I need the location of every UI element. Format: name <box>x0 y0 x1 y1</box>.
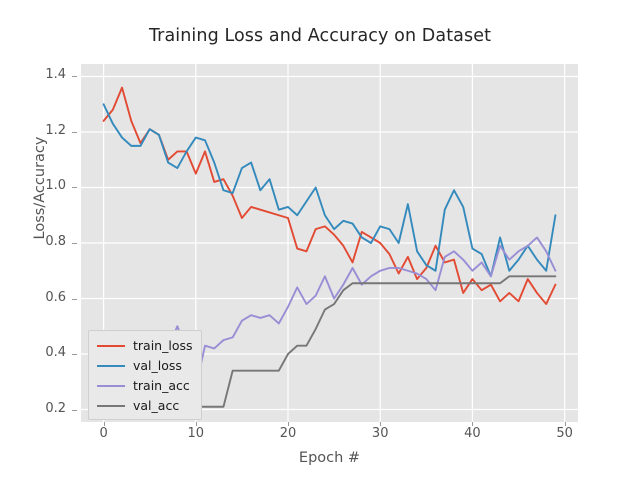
legend-label: val_acc <box>133 397 180 413</box>
series-val_loss <box>102 103 557 278</box>
legend-item: train_acc <box>95 376 195 396</box>
legend-label: val_loss <box>133 357 182 373</box>
y-tick-mark <box>72 187 77 189</box>
legend-item: train_loss <box>95 336 195 356</box>
legend-swatch-val-loss <box>97 365 125 367</box>
y-tick-label: 1.2 <box>45 122 66 138</box>
chart-title: Training Loss and Accuracy on Dataset <box>148 26 492 46</box>
y-tick-mark <box>72 409 77 411</box>
legend-swatch-train-loss <box>97 345 125 347</box>
x-tick-label: 50 <box>556 426 573 441</box>
x-tick-mark <box>103 422 105 426</box>
y-tick-mark <box>72 354 77 355</box>
x-tick-label: 40 <box>464 426 481 441</box>
legend-swatch-val-acc <box>97 405 125 407</box>
x-tick-label: 30 <box>371 426 389 441</box>
legend-item: val_acc <box>95 396 195 416</box>
y-tick-label: 0.8 <box>45 234 66 249</box>
y-tick-mark <box>72 243 77 244</box>
x-tick-mark <box>564 422 566 426</box>
y-tick-label: 0.6 <box>45 289 66 305</box>
legend: train_loss val_loss train_acc val_acc <box>88 330 202 420</box>
y-tick-label: 1.0 <box>45 178 66 194</box>
legend-swatch-train-acc <box>97 385 125 387</box>
legend-label: train_loss <box>133 337 193 353</box>
y-tick-label: 1.4 <box>45 67 66 83</box>
y-tick-label: 0.2 <box>45 400 66 416</box>
legend-label: train_acc <box>133 377 190 393</box>
x-tick-mark <box>472 422 474 426</box>
x-tick-mark <box>195 422 197 426</box>
y-tick-mark <box>72 131 77 133</box>
x-tick-label: 0 <box>99 426 108 441</box>
x-tick-label: 10 <box>187 426 205 441</box>
legend-item: val_loss <box>95 356 195 376</box>
x-tick-label: 20 <box>279 426 297 441</box>
x-tick-mark <box>380 422 382 426</box>
y-tick-label: 0.4 <box>45 345 66 360</box>
y-tick-mark <box>72 298 77 300</box>
y-tick-mark <box>72 76 77 78</box>
series-train_loss <box>102 86 557 306</box>
x-axis-label: Epoch # <box>298 450 361 466</box>
x-tick-mark <box>288 422 289 426</box>
